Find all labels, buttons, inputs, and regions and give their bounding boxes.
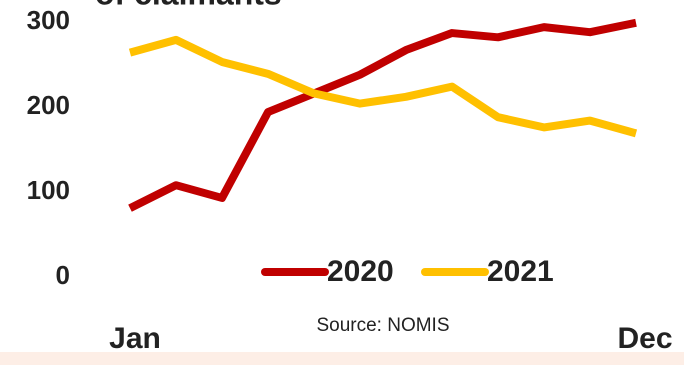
- x-tick-label: Jan: [109, 322, 161, 355]
- y-tick-label: 100: [27, 175, 70, 205]
- y-tick-label: 200: [27, 90, 70, 120]
- legend-label: 2021: [487, 255, 554, 288]
- x-tick-label: Dec: [617, 322, 672, 355]
- source: Source: NOMIS: [316, 315, 449, 336]
- y-tick-label: 0: [56, 260, 70, 290]
- footer-band: [0, 352, 684, 365]
- series-line: [128, 35, 638, 138]
- chart-title: of claimants: [95, 0, 282, 11]
- legend-label: 2020: [327, 255, 394, 288]
- series-line: [128, 18, 637, 212]
- y-tick-label: 300: [27, 5, 70, 35]
